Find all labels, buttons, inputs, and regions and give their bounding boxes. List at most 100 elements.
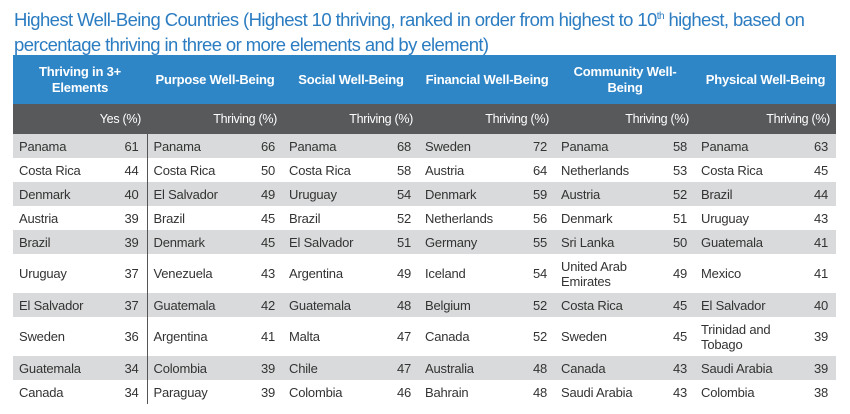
value-cell: 45: [813, 162, 829, 178]
value-cell: 47: [379, 356, 420, 380]
value-cell: 45: [672, 329, 688, 344]
value-cell: 43: [672, 384, 688, 400]
value-cell: 43: [655, 356, 696, 380]
value-cell: 41: [813, 266, 829, 281]
country-cell: Costa Rica: [19, 162, 81, 178]
country-cell: Brazil: [289, 210, 321, 226]
country-cell: Sweden: [419, 134, 516, 158]
country-cell: Saudi Arabia: [695, 356, 797, 380]
country-cell: El Salvador: [283, 230, 380, 254]
value-cell: 43: [813, 210, 829, 226]
column-subheader: Thriving (%): [147, 104, 284, 134]
value-cell: 42: [243, 293, 284, 317]
value-cell: 48: [515, 356, 556, 380]
value-cell: 54: [379, 182, 420, 206]
value-cell: 51: [379, 230, 420, 254]
value-cell: 34: [108, 380, 148, 404]
column-header: Financial Well-Being: [419, 55, 556, 104]
value-cell: 63: [796, 134, 837, 158]
country-cell: Argentina: [153, 329, 208, 344]
table-row: Brazil 39 Denmark 45 El Salvador 51 Germany 55 S…: [13, 230, 837, 254]
title-text-continued: highest, based on percentage thriving in…: [14, 9, 805, 56]
country-cell: Colombia: [701, 384, 755, 400]
country-cell: Denmark: [147, 230, 244, 254]
value-cell: 47: [396, 329, 412, 344]
value-cell: 49: [396, 266, 412, 281]
country-cell: Guatemala: [13, 356, 108, 380]
country-cell: Panama: [283, 134, 380, 158]
value-cell: 41: [260, 329, 276, 344]
value-cell: 50: [655, 230, 696, 254]
country-cell: Paraguay: [153, 384, 208, 400]
table-body: Panama 61 Panama 66 Panama 68 Sweden 72 Panama 58…: [13, 134, 837, 404]
country-cell: Netherlands: [425, 210, 493, 226]
country-cell: Venezuela: [153, 266, 213, 281]
country-cell: Belgium: [419, 293, 516, 317]
country-cell: Sweden: [561, 329, 607, 344]
country-cell: Bahrain: [425, 384, 469, 400]
country-cell: Brazil: [153, 210, 186, 226]
value-cell: 52: [515, 293, 556, 317]
country-cell: Colombia: [289, 384, 343, 400]
value-cell: 34: [108, 356, 148, 380]
value-cell: 45: [260, 210, 276, 226]
subheader-row: Yes (%) Thriving (%) Thriving (%) Thrivi…: [13, 104, 837, 134]
value-cell: 44: [108, 158, 148, 182]
value-cell: 41: [796, 230, 837, 254]
value-cell: 52: [396, 210, 412, 226]
value-cell: 61: [108, 134, 148, 158]
value-cell: 49: [672, 266, 688, 281]
country-cell: Uruguay: [19, 266, 67, 281]
country-cell: Panama: [13, 134, 108, 158]
table-title: Highest Well-Being Countries (Highest 10…: [14, 4, 844, 57]
country-cell: Panama: [555, 134, 656, 158]
country-cell: Costa Rica: [153, 162, 216, 178]
title-text: Highest Well-Being Countries (Highest 10…: [14, 9, 657, 31]
value-cell: 51: [672, 210, 688, 226]
country-cell: Canada: [425, 329, 470, 344]
country-cell: Panama: [147, 134, 244, 158]
country-cell: Costa Rica: [555, 293, 656, 317]
country-cell: Costa Rica: [701, 162, 763, 178]
country-cell: Austria: [19, 210, 59, 226]
value-cell: 64: [532, 162, 548, 178]
column-subheader: Thriving (%): [283, 104, 420, 134]
country-cell: El Salvador: [13, 293, 108, 317]
value-cell: 72: [515, 134, 556, 158]
column-subheader: Yes (%): [13, 104, 148, 134]
country-cell: Uruguay: [701, 210, 749, 226]
value-cell: 48: [379, 293, 420, 317]
column-header: Community Well-Being: [555, 55, 696, 104]
table-row: Denmark 40 El Salvador 49 Uruguay 54 Denmark 59…: [13, 182, 837, 206]
country-cell: El Salvador: [147, 182, 244, 206]
country-cell: Iceland: [425, 266, 466, 281]
value-cell: 39: [813, 329, 829, 344]
header-row: Thriving in 3+ Elements Purpose Well-Bei…: [13, 55, 837, 104]
column-subheader: Thriving (%): [419, 104, 556, 134]
country-cell: Denmark: [419, 182, 516, 206]
country-cell: Chile: [283, 356, 380, 380]
value-cell: 44: [796, 182, 837, 206]
value-cell: 68: [379, 134, 420, 158]
table-row: Costa Rica 44 Costa Rica 50 Costa Rica 58 Aust…: [13, 158, 836, 182]
value-cell: 58: [396, 162, 412, 178]
table-row: Panama 61 Panama 66 Panama 68 Sweden 72 Panama 58…: [13, 134, 837, 158]
value-cell: 39: [260, 384, 276, 400]
value-cell: 36: [108, 317, 148, 356]
country-cell: Sweden: [19, 329, 65, 344]
country-cell: Colombia: [147, 356, 244, 380]
well-being-table: Thriving in 3+ Elements Purpose Well-Bei…: [13, 55, 837, 404]
country-cell: Trinidad and Tobago: [701, 321, 771, 352]
country-cell: Panama: [695, 134, 797, 158]
value-cell: 54: [532, 266, 548, 281]
value-cell: 55: [515, 230, 556, 254]
value-cell: 59: [515, 182, 556, 206]
country-cell: El Salvador: [695, 293, 797, 317]
value-cell: 43: [260, 266, 276, 281]
table-row: Sweden 36 Argentina 41 Malta 47 Canada 52 Sweden…: [13, 317, 836, 356]
country-cell: Saudi Arabia: [561, 384, 633, 400]
column-header: Physical Well-Being: [695, 55, 837, 104]
column-header: Thriving in 3+ Elements: [13, 55, 148, 104]
country-cell: Malta: [289, 329, 320, 344]
country-cell: Sri Lanka: [555, 230, 656, 254]
